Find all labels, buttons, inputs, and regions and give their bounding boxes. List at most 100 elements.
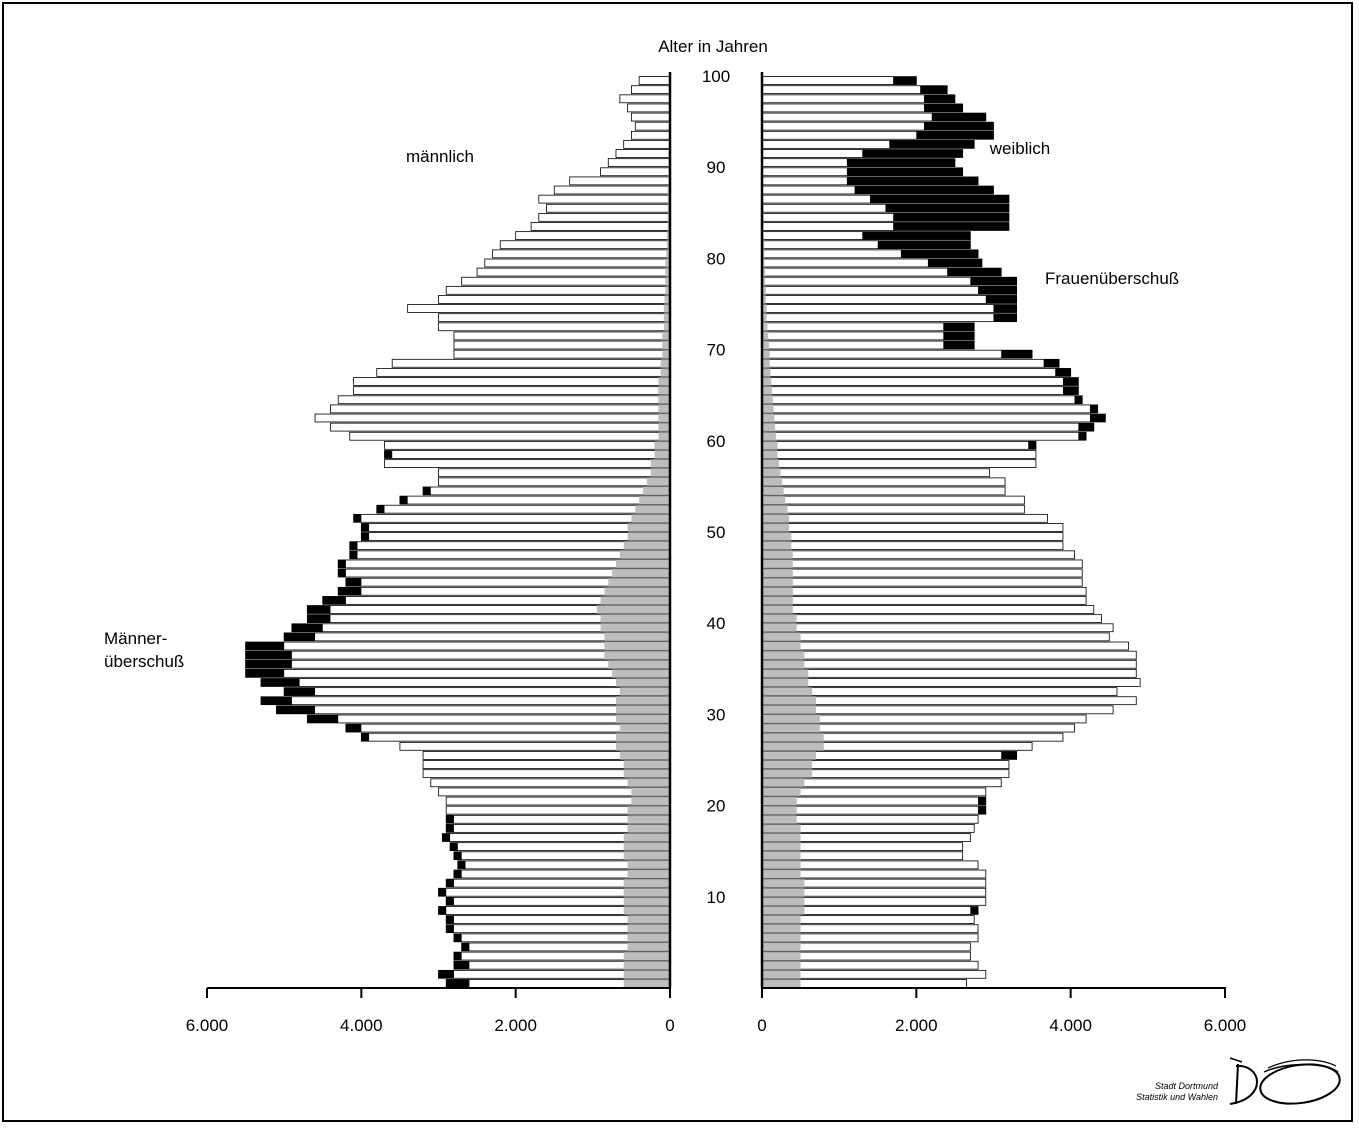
male-surplus-bar-age-35: [245, 660, 292, 669]
male-bar-age-89: [600, 167, 671, 177]
male-foreign-bar-age-64: [658, 395, 670, 404]
male-foreign-bar-age-11: [623, 879, 670, 888]
female-foreign-bar-age-77: [762, 277, 766, 286]
male-bar-age-58: [384, 450, 671, 459]
female-surplus-bar-age-20: [978, 797, 986, 805]
male-surplus-bar-age-39: [291, 623, 323, 632]
male-foreign-bar-age-66: [658, 377, 670, 386]
male-bar-age-82: [515, 231, 671, 240]
female-bar-age-61: [761, 422, 1095, 432]
female-foreign-bar-age-67: [762, 368, 771, 377]
female-bar-age-51: [761, 513, 1048, 523]
female-surplus-bar-age-19: [978, 806, 986, 815]
male-surplus-bar-age-49: [361, 532, 370, 541]
female-bar-age-40: [761, 614, 1102, 623]
female-label: weiblich: [989, 139, 1050, 158]
female-surplus-bar-age-67: [1055, 368, 1071, 377]
female-foreign-bar-age-12: [762, 870, 801, 878]
female-bar-age-31: [761, 696, 1137, 706]
female-foreign-bar-age-58: [762, 450, 778, 459]
female-foreign-bar-age-59: [762, 441, 778, 450]
male-foreign-bar-age-2: [623, 961, 670, 970]
male-surplus-bar-age-31: [261, 696, 292, 705]
female-surplus-bar-age-72: [943, 322, 975, 331]
male-foreign-bar-age-12: [627, 870, 670, 878]
male-surplus-bar-age-54: [423, 487, 431, 495]
female-bar-age-36: [761, 650, 1137, 660]
female-bar-age-69: [761, 349, 1033, 359]
male-bar-age-59: [384, 440, 671, 450]
female-foreign-bar-age-60: [762, 432, 776, 441]
male-bar-age-87: [553, 185, 671, 195]
male-foreign-bar-age-49: [627, 532, 670, 541]
female-bar-age-73: [761, 313, 1018, 323]
female-foreign-bar-age-74: [762, 304, 767, 313]
male-foreign-bar-age-71: [662, 331, 670, 340]
female-foreign-bar-age-3: [762, 952, 801, 961]
male-foreign-bar-age-1: [623, 970, 670, 979]
male-bar-age-53: [399, 495, 671, 505]
male-foreign-bar-age-73: [663, 313, 670, 322]
age-axis-title: Alter in Jahren: [658, 37, 768, 56]
male-foreign-bar-age-77: [665, 277, 670, 286]
male-foreign-bar-age-23: [623, 769, 670, 778]
female-foreign-bar-age-4: [762, 943, 801, 951]
female-foreign-bar-age-55: [762, 477, 783, 486]
male-foreign-bar-age-75: [664, 295, 670, 304]
female-foreign-bar-age-22: [762, 778, 805, 787]
male-surplus-bar-age-14: [453, 851, 462, 860]
male-foreign-bar-age-20: [631, 797, 670, 805]
female-surplus-bar-age-68: [1043, 359, 1060, 368]
male-surplus-bar-age-12: [453, 870, 462, 878]
male-foreign-bar-age-45: [612, 569, 670, 577]
male-foreign-bar-age-38: [604, 632, 670, 641]
female-foreign-bar-age-11: [762, 879, 805, 888]
male-surplus-bar-age-37: [245, 642, 285, 650]
female-bar-age-68: [761, 358, 1060, 368]
male-surplus-bar-age-36: [245, 651, 292, 660]
male-foreign-bar-age-0: [623, 979, 670, 988]
female-surplus-bar-age-64: [1074, 395, 1083, 404]
male-foreign-bar-age-42: [600, 596, 670, 605]
male-surplus-bar-age-34: [245, 669, 285, 678]
male-bar-age-84: [538, 212, 671, 222]
age-axis-ticks: 10 20 30 40 50 60 70 80 90 100: [702, 67, 730, 907]
female-bar-age-57: [761, 459, 1037, 468]
male-foreign-bar-age-29: [615, 715, 670, 723]
male-foreign-bar-age-17: [627, 824, 670, 833]
male-surplus-bar-age-43: [338, 587, 362, 596]
female-bar-age-64: [761, 395, 1083, 405]
male-bar-age-50: [360, 523, 671, 532]
female-foreign-bar-age-19: [762, 806, 797, 815]
male-bar-age-67: [376, 368, 671, 377]
male-bar-age-74: [407, 304, 671, 313]
male-bar-age-62: [314, 413, 671, 423]
male-foreign-bar-age-31: [615, 696, 670, 705]
male-surplus-bar-age-45: [338, 569, 346, 577]
male-foreign-bar-age-81: [666, 240, 670, 249]
male-surplus-bar-age-5: [453, 933, 462, 942]
male-surplus-bar-age-7: [446, 915, 454, 924]
male-surplus-bar-age-38: [284, 632, 316, 641]
female-bar-age-34: [761, 669, 1137, 678]
age-tick-label: 60: [707, 432, 726, 451]
male-surplus-bar-age-42: [322, 596, 346, 605]
female-surplus-bar-age-91: [862, 149, 963, 158]
female-foreign-bar-age-0: [762, 979, 801, 988]
male-label: männlich: [406, 147, 474, 166]
female-surplus-bar-age-76: [978, 286, 1017, 295]
female-bar-age-59: [761, 440, 1037, 450]
female-foreign-bar-age-76: [762, 286, 766, 295]
male-foreign-bar-age-65: [658, 386, 670, 395]
age-tick-label: 10: [707, 888, 726, 907]
male-bar-age-54: [422, 486, 671, 496]
male-foreign-bar-age-72: [663, 322, 670, 331]
female-foreign-bar-age-20: [762, 797, 797, 805]
female-foreign-bar-age-9: [762, 897, 805, 906]
age-tick-label: 100: [702, 67, 730, 86]
male-bar-age-98: [631, 85, 671, 95]
female-surplus-bar-age-92: [889, 140, 975, 149]
x-tick-right-label: 0: [757, 1016, 766, 1035]
male-surplus-bar-age-51: [353, 514, 362, 523]
male-bar-age-69: [453, 349, 671, 359]
